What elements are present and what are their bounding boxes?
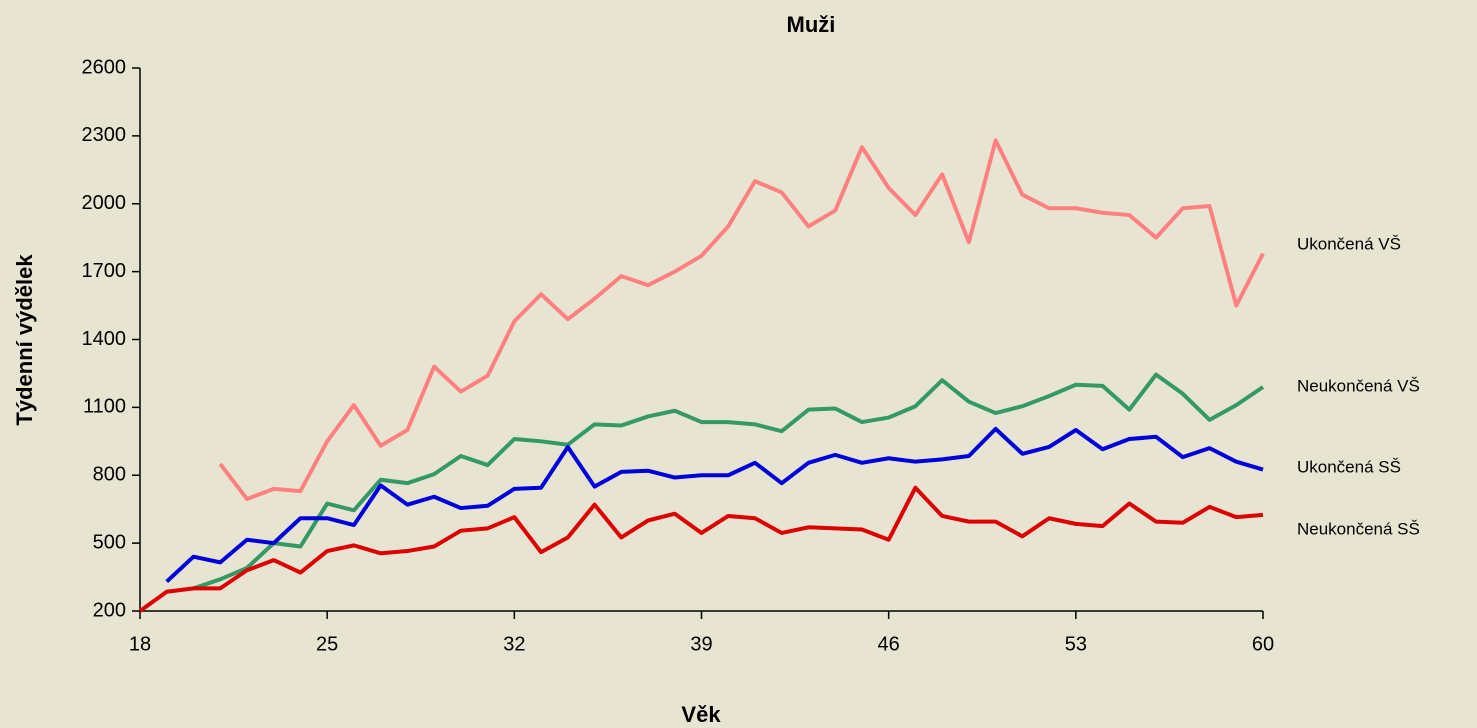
series-line (218, 138, 1265, 502)
y-tick-label: 800 (93, 464, 126, 486)
x-tick-label: 39 (690, 633, 712, 655)
series-line (192, 372, 1265, 591)
y-axis-label: Týdenní výdělek (12, 254, 37, 426)
x-tick-label: 32 (503, 633, 525, 655)
chart-title: Muži (787, 12, 836, 37)
x-tick-label: 53 (1065, 633, 1087, 655)
x-tick-label: 60 (1252, 633, 1274, 655)
y-tick-label: 2600 (82, 56, 127, 78)
y-tick-label: 2000 (82, 192, 127, 214)
y-tick-label: 1100 (83, 396, 126, 418)
y-tick-label: 1400 (82, 328, 127, 350)
x-axis-label: Věk (681, 702, 721, 727)
x-tick-label: 25 (316, 633, 338, 655)
series-label: Ukončená SŠ (1297, 457, 1401, 476)
y-tick-label: 500 (93, 531, 126, 553)
series-line (165, 426, 1264, 584)
y-tick-label: 2300 (82, 124, 127, 146)
series-label: Neukončená VŠ (1297, 376, 1420, 395)
y-tick-label: 1700 (82, 260, 127, 282)
x-tick-label: 18 (129, 633, 151, 655)
y-tick-label: 200 (93, 599, 126, 621)
series-label: Ukončená VŠ (1297, 234, 1401, 253)
series-label: Neukončená SŠ (1297, 519, 1420, 538)
x-tick-label: 46 (878, 633, 900, 655)
series-line (138, 485, 1264, 613)
